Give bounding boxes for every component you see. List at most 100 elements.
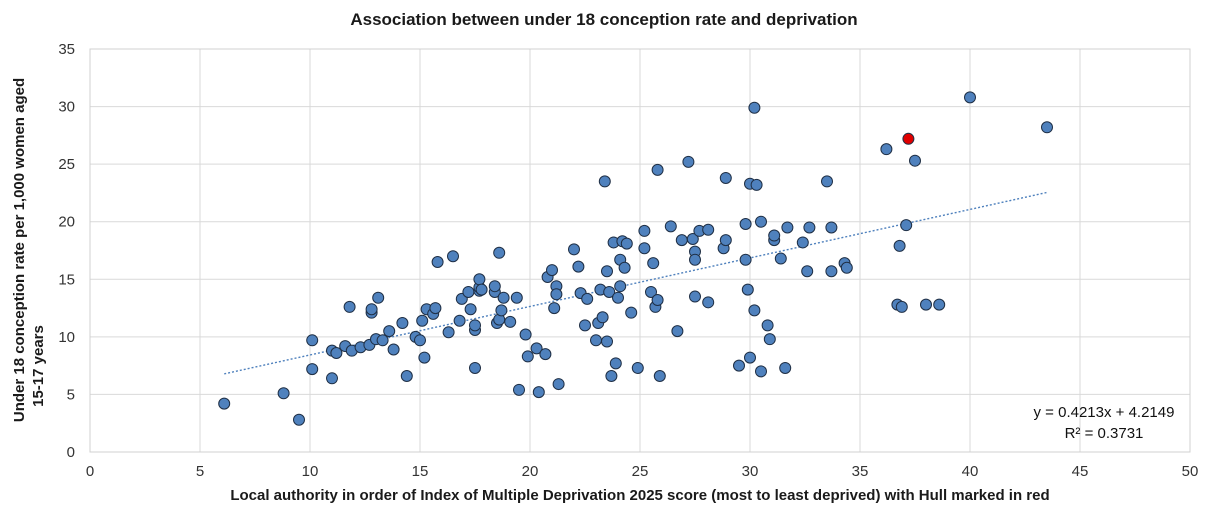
x-tick-label: 5 (196, 463, 204, 480)
x-tick-label: 30 (742, 463, 759, 480)
data-point (453, 314, 466, 327)
data-point (387, 343, 400, 356)
data-point (682, 155, 695, 168)
y-tick-label: 35 (58, 41, 75, 58)
data-point (330, 346, 343, 359)
y-axis-title-line-1: Under 18 conception rate per 1,000 women… (11, 78, 28, 422)
data-point (552, 378, 565, 391)
x-tick-label: 40 (962, 463, 979, 480)
data-point (418, 351, 431, 364)
y-axis-ticks: 0 5 10 15 20 25 30 35 (58, 41, 75, 461)
y-tick-label: 0 (67, 444, 75, 461)
data-point (504, 315, 517, 328)
y-tick-label: 20 (58, 214, 75, 231)
data-point (796, 236, 809, 249)
data-point (519, 328, 532, 341)
data-point (293, 413, 305, 426)
data-point (343, 300, 356, 313)
data-point (821, 175, 833, 188)
data-point (495, 304, 508, 317)
data-point (880, 143, 893, 156)
data-point (603, 285, 616, 298)
data-point (530, 342, 543, 355)
data-point (513, 383, 525, 396)
data-point (579, 319, 591, 332)
data-point (431, 256, 444, 269)
equation-label: y = 0.4213x + 4.2149 (1034, 404, 1175, 421)
y-tick-label: 5 (67, 386, 75, 403)
data-point (739, 218, 752, 231)
data-point (779, 361, 792, 374)
y-tick-label: 30 (58, 99, 75, 116)
data-point (590, 334, 602, 347)
data-point (825, 221, 838, 234)
data-point (675, 234, 688, 247)
data-point (748, 101, 761, 114)
x-tick-label: 15 (412, 463, 429, 480)
data-point (596, 311, 609, 324)
data-point (614, 280, 627, 293)
data-point (601, 335, 613, 348)
data-point (493, 246, 506, 259)
r-squared-label: R² = 0.3731 (1065, 425, 1144, 442)
data-point (532, 386, 545, 399)
x-tick-label: 45 (1072, 463, 1089, 480)
data-point (909, 154, 921, 167)
x-axis-title: Local authority in order of Index of Mul… (230, 487, 1049, 504)
data-point (893, 239, 906, 252)
data-points (218, 91, 1053, 426)
data-point (396, 317, 409, 330)
x-tick-label: 20 (522, 463, 539, 480)
y-axis-title-line-2: 15-17 years (30, 325, 47, 407)
data-point (306, 363, 319, 376)
data-point (774, 252, 787, 265)
data-point (781, 221, 794, 234)
data-point (550, 288, 563, 301)
x-tick-label: 35 (852, 463, 869, 480)
data-point (376, 334, 389, 347)
data-point (1041, 121, 1053, 134)
data-point (755, 215, 767, 228)
data-point (218, 397, 231, 410)
x-tick-label: 25 (632, 463, 649, 480)
data-point (825, 265, 838, 278)
data-point (763, 333, 776, 346)
data-point (546, 264, 558, 277)
data-point (803, 221, 816, 234)
data-point (469, 361, 481, 374)
data-point (620, 237, 633, 250)
data-point (521, 350, 534, 363)
data-point (651, 163, 664, 176)
data-point (653, 370, 666, 383)
data-point (744, 351, 756, 364)
data-point (645, 285, 657, 298)
data-point (510, 291, 523, 304)
data-point (719, 171, 732, 184)
data-point (689, 290, 701, 303)
data-point (900, 219, 913, 232)
data-point (664, 220, 677, 233)
data-point (475, 283, 488, 296)
data-point (497, 291, 510, 304)
data-point (447, 250, 459, 263)
data-point (572, 260, 585, 273)
x-tick-label: 50 (1182, 463, 1199, 480)
data-point (488, 280, 501, 293)
data-point (768, 229, 781, 242)
data-point (464, 303, 477, 316)
data-point (442, 326, 455, 339)
data-point (548, 302, 561, 315)
data-point (462, 285, 475, 298)
data-point (568, 243, 580, 256)
data-point (748, 304, 761, 317)
data-point (702, 296, 715, 309)
data-point (473, 273, 486, 286)
data-point (739, 253, 752, 266)
data-point (326, 372, 338, 385)
data-point (920, 298, 932, 311)
data-point (689, 253, 701, 266)
data-point (651, 294, 664, 307)
data-point (964, 91, 976, 104)
data-point (933, 298, 946, 311)
